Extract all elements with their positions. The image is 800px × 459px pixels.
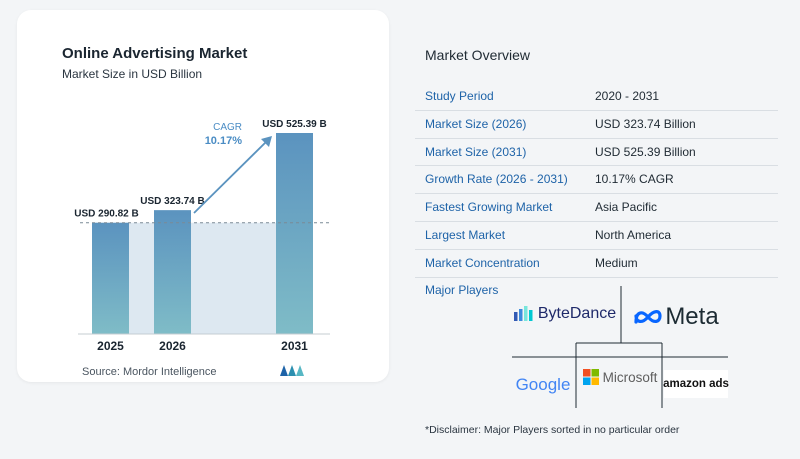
overview-label: Fastest Growing Market: [425, 200, 553, 215]
overview-label: Largest Market: [425, 227, 506, 242]
x-tick-2031: 2031: [281, 339, 308, 353]
overview-value: Asia Pacific: [595, 200, 658, 215]
mordor-logo-icon: [280, 365, 304, 376]
overview-row: Growth Rate (2026 - 2031) 10.17% CAGR: [415, 166, 778, 195]
overview-value: North America: [595, 227, 672, 242]
overview-table: Study Period 2020 - 2031 Market Size (2026…: [415, 83, 778, 278]
meta-logo: Meta: [624, 300, 728, 334]
x-tick-2026: 2026: [159, 339, 186, 353]
chart-canvas: USD 290.82 B 2025 USD 323.74 B 2026 USD 525.…: [74, 119, 330, 353]
overview-label: Market Concentration: [425, 255, 540, 270]
chart-source: Source: Mordor Intelligence: [82, 366, 217, 378]
overview-label: Market Size (2026): [425, 116, 527, 131]
overview-label: Study Period: [425, 89, 494, 103]
overview-row: Market Concentration Medium: [415, 250, 778, 278]
overview-value: 2020 - 2031: [595, 89, 660, 103]
overview-row: Market Size (2026) USD 323.74 Billion: [415, 111, 778, 139]
meta-infinity-icon: [634, 310, 662, 324]
disclaimer: *Disclaimer: Major Players sorted in no …: [425, 424, 680, 436]
cagr-label: CAGR: [213, 122, 242, 133]
cagr-arrow-head: [261, 136, 272, 147]
overview-label: Market Size (2031): [425, 144, 527, 159]
overview-value: 10.17% CAGR: [595, 172, 674, 187]
bar-2031: [276, 133, 313, 334]
overview-value: USD 525.39 Billion: [595, 144, 696, 159]
chart-subtitle: Market Size in USD Billion: [62, 67, 203, 81]
bar-2025: [92, 222, 129, 334]
data-label-2026: USD 323.74 B: [140, 196, 204, 207]
bytedance-logo: ByteDance: [512, 299, 618, 329]
overview-value: Medium: [595, 255, 638, 270]
data-label-2025: USD 290.82 B: [74, 209, 138, 220]
cagr-value: 10.17%: [205, 135, 243, 147]
google-logo: Google: [515, 375, 571, 394]
overview-row: Fastest Growing Market Asia Pacific: [415, 194, 778, 222]
overview-title: Market Overview: [425, 47, 531, 63]
cagr-arrow-line: [193, 139, 269, 214]
chart-title: Online Advertising Market: [62, 45, 248, 62]
overview-row: Market Size (2031) USD 525.39 Billion: [415, 139, 778, 167]
microsoft-windows-icon: [582, 369, 599, 385]
microsoft-logo: Microsoft: [578, 364, 662, 390]
x-tick-2025: 2025: [97, 339, 124, 353]
overview-value: USD 323.74 Billion: [595, 116, 696, 131]
data-label-2031: USD 525.39 B: [262, 119, 326, 130]
overview-row: Largest Market North America: [415, 222, 778, 250]
bar-2026: [154, 210, 191, 334]
overview-label: Growth Rate (2026 - 2031): [425, 172, 568, 187]
amazon-ads-logo: amazon ads: [663, 370, 729, 398]
overview-row: Study Period 2020 - 2031: [415, 83, 778, 111]
bytedance-icon: [513, 306, 533, 321]
players-title: Major Players: [425, 283, 499, 297]
